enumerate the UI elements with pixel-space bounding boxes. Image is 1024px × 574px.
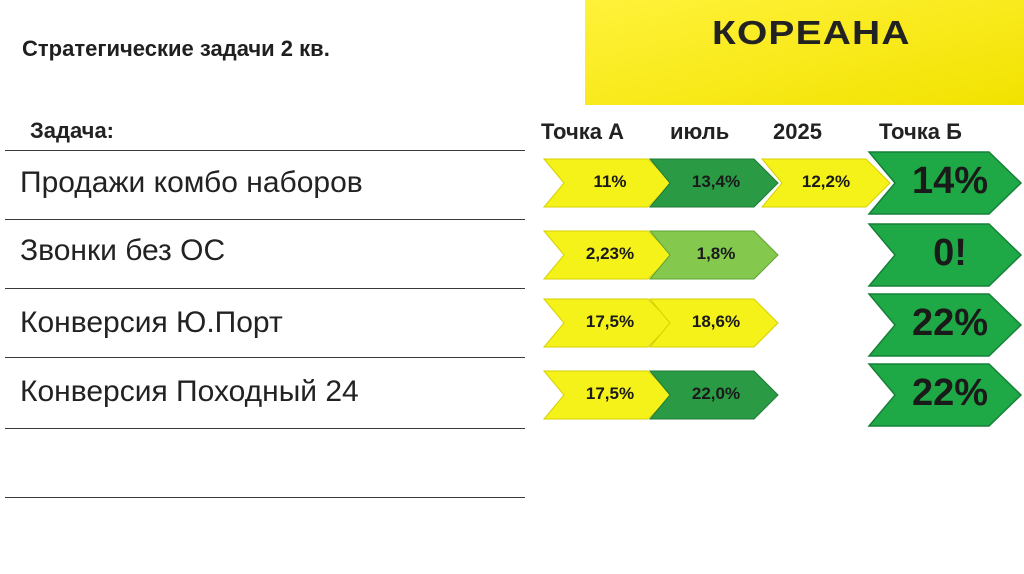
point-b-chevron — [867, 223, 1023, 287]
page-title: Стратегические задачи 2 кв. — [22, 36, 330, 61]
row-divider — [5, 357, 525, 358]
column-header-year: 2025 — [773, 119, 822, 144]
july-value: 13,4% — [691, 172, 741, 191]
row-divider — [5, 219, 525, 220]
task-label: Конверсия Походный 24 — [20, 375, 359, 408]
point-b-chevron — [867, 293, 1023, 357]
july-value: 22,0% — [691, 384, 741, 403]
row-divider — [5, 428, 525, 429]
task-label: Конверсия Ю.Порт — [20, 306, 283, 339]
point-b-value: 0! — [933, 232, 967, 274]
task-label: Звонки без ОС — [20, 234, 226, 267]
july-value: 1,8% — [696, 244, 736, 263]
july-chevron — [648, 230, 779, 280]
year-value: 12,2% — [801, 172, 851, 191]
brand-logo: КОРЕАНА — [712, 14, 911, 51]
point-a-chevron — [542, 230, 673, 280]
column-header-july: июль — [670, 119, 730, 144]
column-header-point-b: Точка Б — [879, 119, 962, 144]
point-b-value: 14% — [911, 160, 989, 202]
year-chevron — [760, 158, 891, 208]
row-divider — [5, 288, 525, 289]
july-value: 18,6% — [691, 312, 741, 331]
point-b-value: 22% — [911, 302, 989, 344]
point-a-value: 11% — [593, 172, 627, 191]
july-chevron — [648, 158, 779, 208]
point-b-chevron — [867, 363, 1023, 427]
brand-banner — [585, 0, 1024, 105]
july-chevron — [648, 298, 779, 348]
column-header-task: Задача: — [30, 118, 115, 143]
point-a-chevron — [542, 298, 673, 348]
row-divider — [5, 150, 525, 151]
point-a-value: 17,5% — [585, 384, 635, 403]
point-a-chevron — [542, 158, 673, 208]
july-chevron — [648, 370, 779, 420]
point-a-value: 2,23% — [585, 244, 635, 263]
point-a-chevron — [542, 370, 673, 420]
point-b-value: 22% — [911, 372, 989, 414]
task-label: Продажи комбо наборов — [20, 166, 363, 199]
column-header-point-a: Точка А — [541, 119, 624, 144]
point-a-value: 17,5% — [585, 312, 635, 331]
point-b-chevron — [867, 151, 1023, 215]
row-divider — [5, 497, 525, 498]
